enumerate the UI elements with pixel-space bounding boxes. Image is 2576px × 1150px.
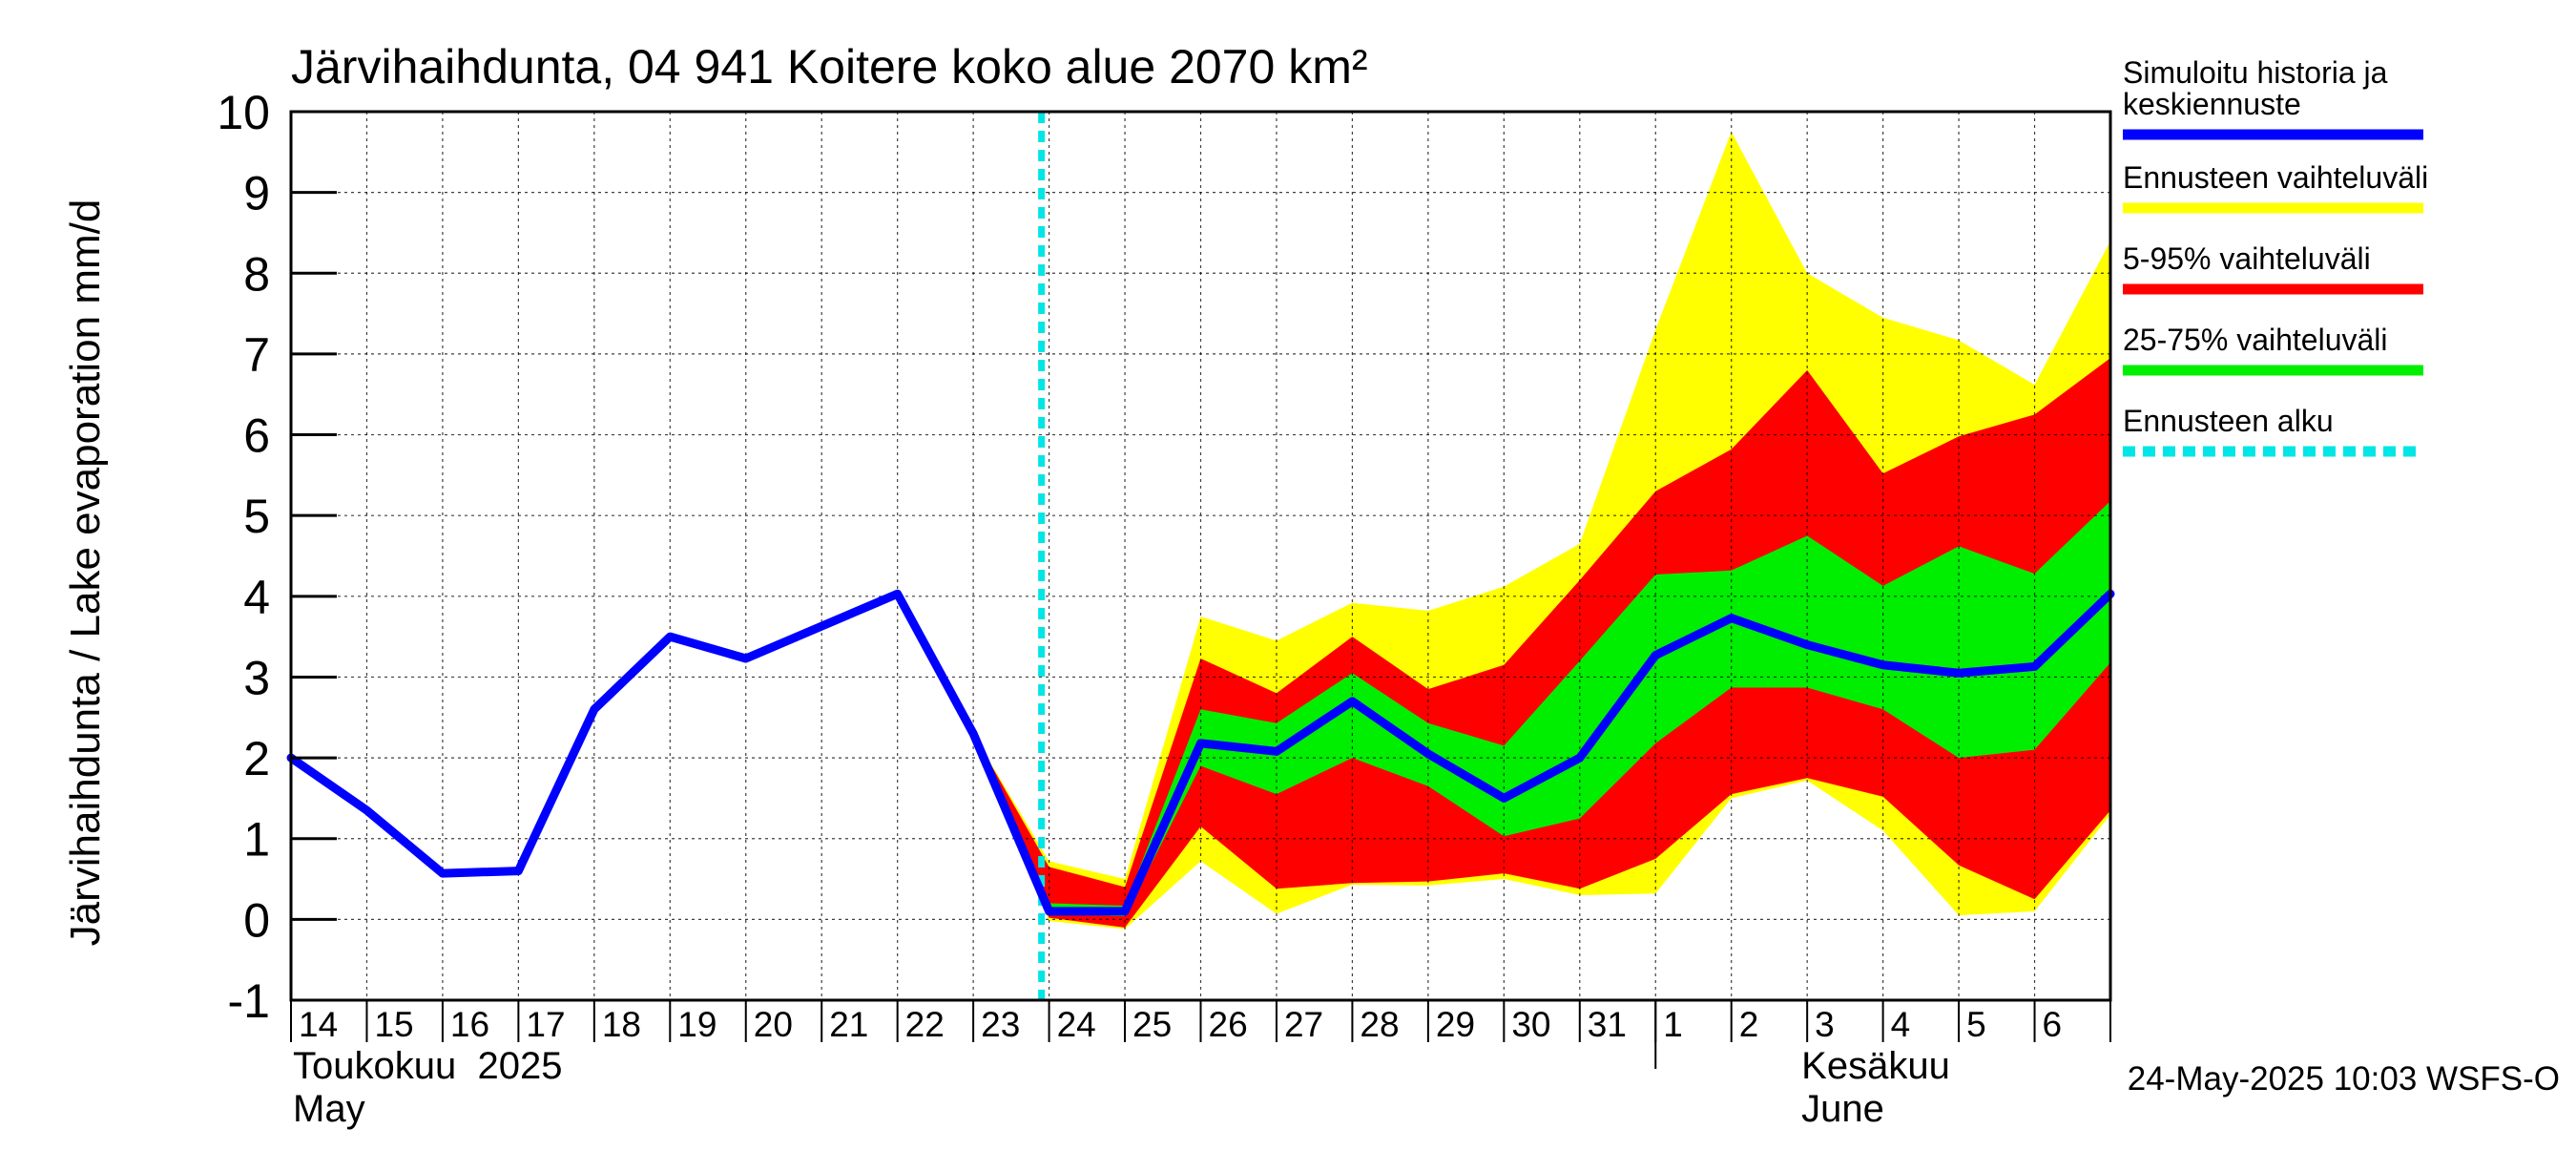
month-label-line2: June <box>1801 1088 1884 1130</box>
x-tick-label: 31 <box>1588 1005 1627 1044</box>
x-tick-label: 17 <box>526 1005 565 1044</box>
y-tick-label: 1 <box>243 813 270 867</box>
x-tick-label: 15 <box>374 1005 413 1044</box>
legend-label: 25-75% vaihteluväli <box>2123 323 2388 357</box>
y-tick-label: 9 <box>243 167 270 220</box>
x-tick-label: 6 <box>2043 1005 2063 1044</box>
y-tick-label: 8 <box>243 247 270 301</box>
x-tick-label: 25 <box>1132 1005 1172 1044</box>
y-tick-label: 6 <box>243 409 270 463</box>
y-tick-label: 0 <box>243 893 270 947</box>
x-tick-label: 24 <box>1057 1005 1096 1044</box>
x-tick-label: 20 <box>754 1005 793 1044</box>
x-tick-label: 5 <box>1966 1005 1986 1044</box>
month-label-line2: May <box>293 1088 365 1130</box>
x-tick-label: 14 <box>299 1005 338 1044</box>
chart-title: Järvihaihdunta, 04 941 Koitere koko alue… <box>291 40 1368 94</box>
month-label-line1: Toukokuu 2025 <box>293 1045 562 1087</box>
x-tick-label: 22 <box>905 1005 945 1044</box>
month-label-line1: Kesäkuu <box>1801 1045 1950 1087</box>
x-tick-label: 30 <box>1511 1005 1550 1044</box>
legend-label: Simuloitu historia ja <box>2123 55 2388 90</box>
x-tick-label: 21 <box>829 1005 868 1044</box>
legend-label: 5-95% vaihteluväli <box>2123 241 2371 276</box>
legend-label: Ennusteen vaihteluväli <box>2123 160 2428 195</box>
x-tick-label: 2 <box>1739 1005 1759 1044</box>
y-tick-label: 2 <box>243 732 270 785</box>
x-tick-label: 23 <box>981 1005 1020 1044</box>
y-tick-label: 3 <box>243 651 270 704</box>
x-tick-label: 28 <box>1360 1005 1399 1044</box>
x-tick-label: 18 <box>602 1005 641 1044</box>
legend-label: Ennusteen alku <box>2123 404 2334 438</box>
x-tick-label: 29 <box>1436 1005 1475 1044</box>
y-tick-label: 5 <box>243 490 270 543</box>
legend-label-line2: keskiennuste <box>2123 87 2301 121</box>
y-axis-label: Järvihaihdunta / Lake evaporation mm/d <box>62 199 109 947</box>
footer-timestamp: 24-May-2025 10:03 WSFS-O <box>2128 1060 2560 1098</box>
y-tick-label: 10 <box>217 86 270 139</box>
y-tick-label: 7 <box>243 328 270 382</box>
x-tick-label: 19 <box>677 1005 717 1044</box>
x-tick-label: 27 <box>1284 1005 1323 1044</box>
x-tick-label: 3 <box>1815 1005 1835 1044</box>
x-tick-label: 26 <box>1209 1005 1248 1044</box>
y-tick-label: -1 <box>228 974 270 1028</box>
x-tick-label: 1 <box>1663 1005 1683 1044</box>
y-tick-label: 4 <box>243 571 270 624</box>
x-tick-label: 4 <box>1891 1005 1911 1044</box>
x-tick-label: 16 <box>450 1005 489 1044</box>
